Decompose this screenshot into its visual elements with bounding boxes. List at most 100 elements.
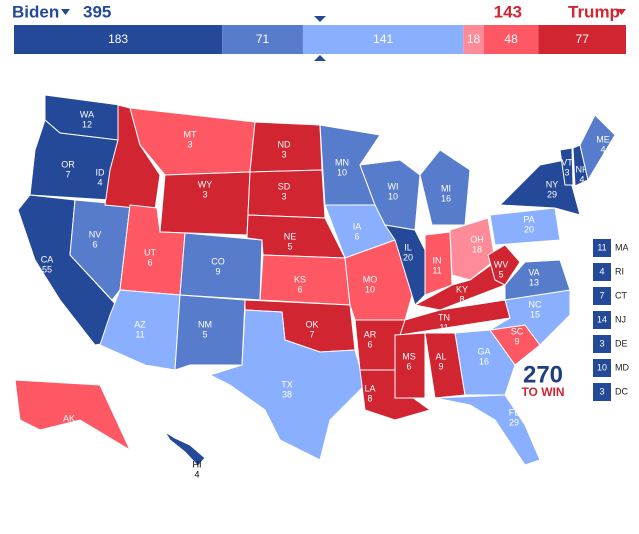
state[interactable] xyxy=(559,147,574,186)
bar-segment xyxy=(463,25,484,54)
state-abbr: NM xyxy=(198,319,212,329)
dropdown-icon[interactable] xyxy=(61,9,70,15)
state-ev: 4 xyxy=(579,174,584,184)
small-state-abbr: MD xyxy=(615,362,629,372)
state-ev: 11 xyxy=(432,265,441,275)
bar-label: 48 xyxy=(504,32,518,46)
state[interactable] xyxy=(419,149,471,226)
state-abbr: OH xyxy=(470,234,484,244)
small-state-box[interactable] xyxy=(593,383,611,401)
small-state-ev: 4 xyxy=(599,266,604,276)
state-abbr: GA xyxy=(477,346,490,356)
state[interactable] xyxy=(394,332,426,399)
state-ev: 7 xyxy=(309,329,314,339)
state-abbr: IA xyxy=(353,221,362,231)
bar-label: 18 xyxy=(467,32,481,46)
state-ev: 16 xyxy=(479,356,489,366)
state-abbr: NE xyxy=(284,231,297,241)
state-abbr: NC xyxy=(529,299,542,309)
right-name[interactable]: Trump xyxy=(568,2,620,21)
state-ev: 10 xyxy=(337,167,347,177)
state-abbr: OR xyxy=(61,159,75,169)
small-state-box[interactable] xyxy=(593,263,611,281)
state-abbr: KS xyxy=(294,274,306,284)
state-abbr: ID xyxy=(96,167,106,177)
state-abbr: WI xyxy=(388,181,399,191)
small-state-box[interactable] xyxy=(593,311,611,329)
state-ev: 6 xyxy=(297,284,302,294)
state-abbr: PA xyxy=(523,214,534,224)
small-state-ev: 3 xyxy=(599,386,604,396)
state[interactable] xyxy=(14,379,132,452)
small-state-box[interactable] xyxy=(593,287,611,305)
small-state-box[interactable] xyxy=(593,335,611,353)
state[interactable] xyxy=(498,159,581,216)
state-ev: 3 xyxy=(564,167,569,177)
right-total: 143 xyxy=(494,2,522,21)
state-ev: 10 xyxy=(365,284,375,294)
state-abbr: NV xyxy=(89,229,102,239)
state-ev: 7 xyxy=(65,169,70,179)
state-ev: 3 xyxy=(66,423,71,433)
bar-label: 77 xyxy=(576,32,590,46)
state-abbr: AK xyxy=(63,413,75,423)
left-total: 395 xyxy=(83,2,111,21)
state[interactable] xyxy=(487,244,521,286)
state[interactable] xyxy=(489,289,571,346)
state-abbr: MO xyxy=(363,274,378,284)
bar-segment xyxy=(222,25,303,54)
state-ev: 38 xyxy=(282,389,292,399)
state-ev: 4 xyxy=(194,469,199,479)
state-abbr: VA xyxy=(528,267,539,277)
state[interactable] xyxy=(449,217,496,281)
state-abbr: MS xyxy=(402,351,416,361)
state-abbr: IL xyxy=(404,242,412,252)
state-ev: 20 xyxy=(524,224,534,234)
state[interactable] xyxy=(179,232,263,301)
state-abbr: AR xyxy=(364,329,377,339)
us-map: WA12OR7CA55NV6ID4MT3WY3UT6AZ11CO9NM5ND3S… xyxy=(14,94,616,479)
state-ev: 4 xyxy=(600,144,605,154)
state-abbr: FL xyxy=(509,407,520,417)
state-abbr: WV xyxy=(494,259,509,269)
small-state-ev: 7 xyxy=(599,290,604,300)
state[interactable] xyxy=(454,329,516,396)
state-abbr: SC xyxy=(511,326,524,336)
state-abbr: AZ xyxy=(134,319,146,329)
state-abbr: UT xyxy=(144,247,156,257)
state[interactable] xyxy=(208,309,366,461)
state[interactable] xyxy=(174,294,246,371)
state-ev: 6 xyxy=(147,257,152,267)
state[interactable] xyxy=(504,259,571,301)
small-state-ev: 3 xyxy=(599,338,604,348)
state-abbr: MT xyxy=(184,129,197,139)
state[interactable] xyxy=(434,394,541,466)
dropdown-icon[interactable] xyxy=(617,9,626,15)
small-state-box[interactable] xyxy=(593,239,611,257)
state-ev: 4 xyxy=(97,177,102,187)
state-ev: 5 xyxy=(287,241,292,251)
state-ev: 9 xyxy=(215,266,220,276)
state-abbr: TX xyxy=(281,379,293,389)
state[interactable] xyxy=(489,207,561,246)
state-abbr: LA xyxy=(364,383,375,393)
state-ev: 29 xyxy=(509,417,519,427)
small-states: 11 MA 4 RI 7 CT 14 NJ 3 DE 10 MD 3 DC xyxy=(593,239,629,401)
state-abbr: SD xyxy=(278,181,291,191)
small-state-box[interactable] xyxy=(593,359,611,377)
left-name[interactable]: Biden xyxy=(12,2,59,21)
logo-text: TO WIN xyxy=(521,385,564,399)
state[interactable] xyxy=(164,431,206,467)
state-abbr: ME xyxy=(596,134,610,144)
state-ev: 12 xyxy=(82,119,92,129)
state-ev: 18 xyxy=(472,244,482,254)
state-abbr: OK xyxy=(305,319,318,329)
state-abbr: MI xyxy=(441,183,451,193)
state[interactable] xyxy=(579,114,616,182)
state-ev: 6 xyxy=(92,239,97,249)
state-abbr: CA xyxy=(41,254,54,264)
state-abbr: IN xyxy=(433,255,442,265)
small-state-ev: 11 xyxy=(597,242,606,252)
bar-segment xyxy=(483,25,539,54)
